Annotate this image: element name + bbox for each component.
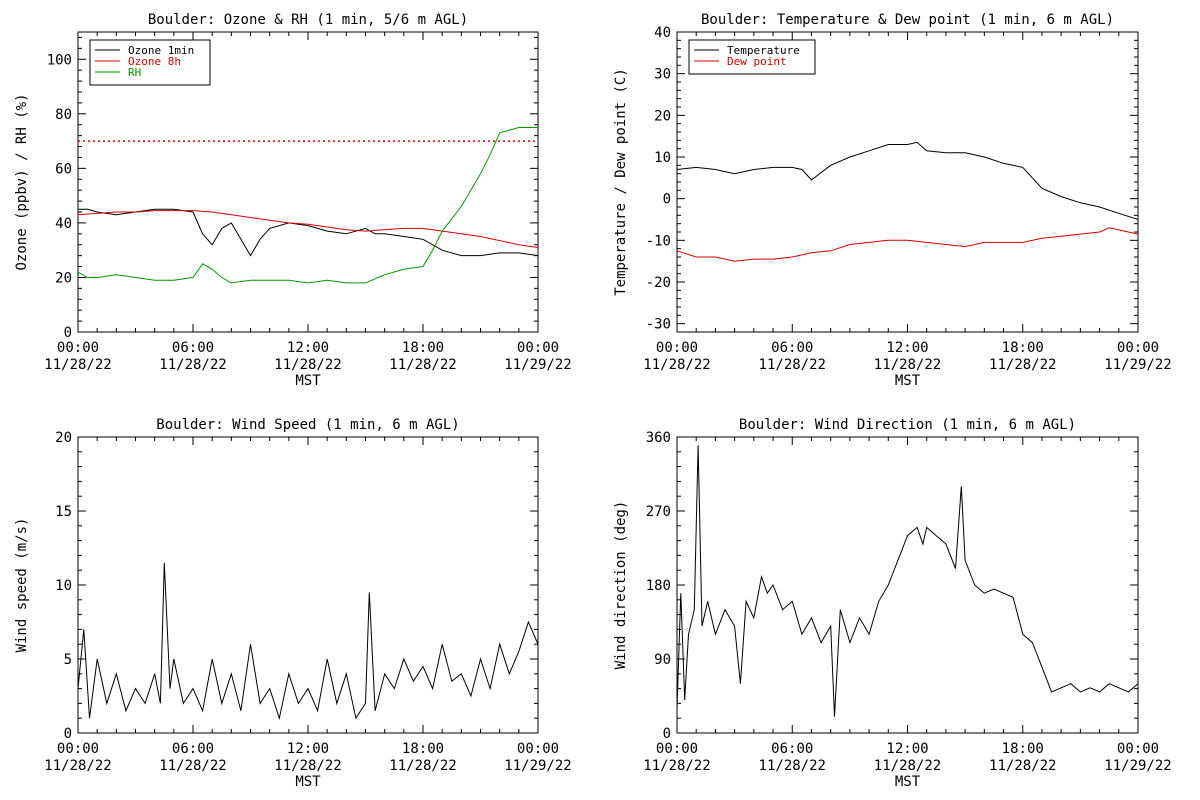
y-tick-label: -10: [646, 233, 671, 249]
x-tick-label: 00:00: [517, 340, 559, 356]
y-tick-label: 10: [55, 578, 72, 594]
y-tick-label: 0: [663, 726, 671, 742]
x-tick-label: 18:00: [1002, 340, 1044, 356]
x-tick-label: 00:00: [517, 741, 559, 757]
y-tick-label: 270: [646, 504, 671, 520]
legend-label: Ozone 1min: [128, 44, 194, 57]
y-tick-label: 5: [64, 652, 72, 668]
x-tick-date: 11/29/22: [1104, 357, 1171, 373]
x-tick-label: 12:00: [886, 741, 928, 757]
y-tick-label: 360: [646, 430, 671, 446]
x-tick-label: 00:00: [1117, 340, 1159, 356]
y-tick-label: 20: [654, 108, 671, 124]
x-tick-date: 11/28/22: [643, 357, 710, 373]
x-tick-label: 00:00: [656, 741, 698, 757]
y-tick-label: 180: [646, 578, 671, 594]
x-tick-label: 12:00: [287, 741, 329, 757]
y-tick-label: 60: [55, 161, 72, 177]
x-tick-date: 11/28/22: [159, 357, 226, 373]
x-axis-label: MST: [895, 373, 921, 389]
x-tick-date: 11/28/22: [874, 357, 941, 373]
legend-box: [688, 39, 816, 75]
x-axis-label: MST: [895, 774, 921, 790]
chart-title: Boulder: Temperature & Dew point (1 min,…: [701, 12, 1114, 28]
y-tick-label: 20: [55, 430, 72, 446]
x-tick-label: 00:00: [656, 340, 698, 356]
x-tick-label: 06:00: [172, 340, 214, 356]
x-tick-date: 11/28/22: [759, 758, 826, 774]
y-tick-label: 90: [654, 652, 671, 668]
x-tick-label: 00:00: [57, 340, 99, 356]
y-tick-label: 30: [654, 67, 671, 83]
y-axis-label: Wind speed (m/s): [14, 518, 30, 653]
chart-panel-2: Boulder: Temperature & Dew point (1 min,…: [613, 12, 1172, 389]
x-tick-label: 18:00: [1002, 741, 1044, 757]
chart-title: Boulder: Ozone & RH (1 min, 5/6 m AGL): [148, 12, 468, 28]
chart-panel-3: Boulder: Wind Speed (1 min, 6 m AGL) 0 5 10…: [14, 417, 572, 790]
y-tick-label: 40: [55, 216, 72, 232]
x-tick-date: 11/28/22: [44, 357, 111, 373]
legend-label: Dew point: [727, 55, 787, 68]
x-tick-label: 12:00: [886, 340, 928, 356]
x-tick-date: 11/28/22: [44, 758, 111, 774]
series-line-1: [676, 141, 1139, 220]
x-tick-date: 11/28/22: [643, 758, 710, 774]
legend-label: Ozone 8h: [128, 55, 181, 68]
y-tick-label: -30: [646, 317, 671, 333]
y-axis-label: Wind direction (deg): [613, 501, 629, 670]
x-tick-date: 11/28/22: [274, 357, 341, 373]
series-line-1: [78, 208, 539, 257]
x-tick-date: 11/28/22: [389, 357, 456, 373]
plot-frame: [676, 31, 1139, 333]
series-line-2: [77, 210, 539, 248]
x-axis-label: MST: [295, 373, 321, 389]
x-tick-label: 06:00: [172, 741, 214, 757]
series-line-1: [77, 562, 539, 721]
x-axis-label: MST: [295, 774, 321, 790]
x-tick-date: 11/28/22: [989, 758, 1056, 774]
x-tick-date: 11/28/22: [874, 758, 941, 774]
chart-title: Boulder: Wind Speed (1 min, 6 m AGL): [156, 417, 459, 433]
chart-panel-4: Boulder: Wind Direction (1 min, 6 m AGL)…: [613, 417, 1172, 790]
y-tick-label: -20: [646, 275, 671, 291]
series-line-2: [676, 227, 1139, 262]
chart-panel-1: Boulder: Ozone & RH (1 min, 5/6 m AGL) 0 2…: [14, 12, 572, 389]
y-tick-label: 20: [55, 270, 72, 286]
y-tick-label: 80: [55, 107, 72, 123]
x-tick-label: 00:00: [1117, 741, 1159, 757]
y-tick-label: 0: [64, 325, 72, 341]
x-tick-label: 12:00: [287, 340, 329, 356]
plot-frame: [676, 436, 1139, 734]
x-tick-label: 06:00: [771, 340, 813, 356]
x-tick-date: 11/28/22: [989, 357, 1056, 373]
x-tick-date: 11/28/22: [389, 758, 456, 774]
y-tick-label: 100: [47, 52, 72, 68]
series-line-1: [676, 445, 1139, 717]
y-axis-label: Ozone (ppbv) / RH (%): [14, 93, 30, 270]
series-line-3: [77, 127, 538, 284]
legend-label: RH: [128, 66, 141, 79]
x-tick-date: 11/28/22: [159, 758, 226, 774]
legend-box: [89, 39, 211, 86]
x-tick-label: 18:00: [402, 340, 444, 356]
x-tick-date: 11/28/22: [759, 357, 826, 373]
x-tick-date: 11/29/22: [1104, 758, 1171, 774]
x-tick-label: 00:00: [57, 741, 99, 757]
y-axis-label: Temperature / Dew point (C): [613, 68, 629, 296]
y-tick-label: 0: [663, 192, 671, 208]
x-tick-date: 11/29/22: [504, 357, 571, 373]
y-tick-label: 40: [654, 25, 671, 41]
y-tick-label: 10: [654, 150, 671, 166]
y-tick-label: 15: [55, 504, 72, 520]
chart-title: Boulder: Wind Direction (1 min, 6 m AGL): [739, 417, 1076, 433]
x-tick-label: 06:00: [771, 741, 813, 757]
x-tick-label: 18:00: [402, 741, 444, 757]
legend-label: Temperature: [727, 44, 800, 57]
x-tick-date: 11/28/22: [274, 758, 341, 774]
y-tick-label: 0: [64, 726, 72, 742]
x-tick-date: 11/29/22: [504, 758, 571, 774]
